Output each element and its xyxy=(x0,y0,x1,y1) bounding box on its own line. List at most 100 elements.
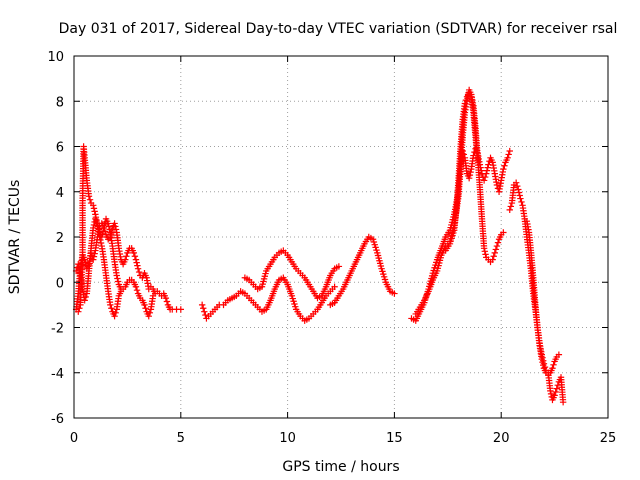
data-point-plus xyxy=(506,147,513,155)
y-tick-label: 4 xyxy=(56,186,64,201)
data-point-plus xyxy=(112,223,119,230)
data-point-plus xyxy=(540,357,547,364)
data-point-plus xyxy=(90,205,98,212)
data-point-plus xyxy=(97,239,105,247)
data-point-plus xyxy=(90,224,97,232)
data-point-plus xyxy=(146,309,154,316)
data-point-plus xyxy=(112,309,119,316)
data-point-plus xyxy=(201,308,208,315)
data-point-plus xyxy=(514,182,521,190)
data-point-plus xyxy=(540,360,548,367)
data-point-plus xyxy=(111,220,118,227)
data-point-plus xyxy=(202,311,209,319)
y-tick-label: 10 xyxy=(47,50,64,65)
data-point-plus xyxy=(494,239,502,246)
data-point-plus xyxy=(163,298,171,305)
data-point-plus xyxy=(95,226,103,233)
data-point-plus xyxy=(76,305,83,312)
data-point-plus xyxy=(117,285,125,293)
data-point-plus xyxy=(132,256,140,263)
y-tick-label: 8 xyxy=(56,95,64,110)
y-tick-label: 0 xyxy=(56,276,64,291)
data-point-plus xyxy=(474,156,481,164)
y-tick-label: -2 xyxy=(51,322,64,337)
data-point-plus xyxy=(133,286,141,294)
data-point-plus xyxy=(132,283,140,290)
y-tick-label: -4 xyxy=(51,367,64,382)
data-point-plus xyxy=(134,265,142,272)
data-point-plus xyxy=(145,312,152,320)
data-point-plus xyxy=(94,220,101,227)
data-point-plus xyxy=(107,301,114,309)
x-tick-label: 5 xyxy=(177,431,185,446)
data-point-plus xyxy=(98,233,105,241)
data-point-plus xyxy=(547,390,555,398)
data-point-plus xyxy=(177,306,184,313)
data-point-plus xyxy=(114,278,122,285)
data-point-plus xyxy=(95,223,102,230)
data-point-plus xyxy=(75,308,82,315)
data-point-plus xyxy=(112,226,120,233)
data-point-plus xyxy=(461,100,469,107)
x-axis-label: GPS time / hours xyxy=(282,459,399,475)
data-point-plus xyxy=(516,192,523,199)
x-tick-label: 15 xyxy=(386,431,403,446)
data-point-plus xyxy=(467,168,474,176)
data-point-plus xyxy=(85,193,93,200)
data-point-plus xyxy=(134,262,141,269)
data-point-plus xyxy=(123,253,130,260)
data-point-plus xyxy=(111,312,118,320)
data-point-plus xyxy=(484,164,491,171)
data-point-plus xyxy=(101,221,108,229)
data-point-plus xyxy=(198,301,206,309)
data-point-plus xyxy=(162,294,170,302)
data-point-plus xyxy=(555,351,563,358)
data-point-plus xyxy=(113,272,120,279)
data-point-plus xyxy=(517,195,524,202)
chart-title: Day 031 of 2017, Sidereal Day-to-day VTE… xyxy=(59,21,618,37)
data-point-plus xyxy=(507,203,515,210)
data-point-plus xyxy=(500,165,507,173)
data-point-plus xyxy=(90,202,97,209)
data-point-plus xyxy=(549,365,556,372)
data-point-plus xyxy=(506,206,513,214)
data-point-plus xyxy=(149,292,157,300)
data-point-plus xyxy=(489,256,496,263)
data-point-plus xyxy=(81,297,88,304)
data-point-plus xyxy=(331,283,338,290)
data-point-plus xyxy=(335,263,343,270)
data-point-plus xyxy=(86,196,94,203)
grid xyxy=(74,56,608,418)
data-point-plus xyxy=(515,189,523,196)
data-point-plus xyxy=(106,226,113,233)
data-point-plus xyxy=(483,167,491,174)
data-point-plus xyxy=(114,275,121,282)
data-point-plus xyxy=(100,224,108,232)
data-point-plus xyxy=(99,227,107,235)
data-point-plus xyxy=(541,363,549,371)
data-point-plus xyxy=(538,351,545,358)
data-point-plus xyxy=(501,162,508,169)
data-point-plus xyxy=(105,223,113,230)
data-point-plus xyxy=(122,256,129,263)
data-point-plus xyxy=(465,174,473,182)
data-point-plus xyxy=(504,154,511,162)
data-point-plus xyxy=(391,290,398,297)
data-point-plus xyxy=(133,259,140,266)
data-point-plus xyxy=(539,354,546,361)
data-point-plus xyxy=(82,293,89,301)
data-point-plus xyxy=(466,171,474,179)
data-point-plus xyxy=(550,361,557,369)
data-point-plus xyxy=(500,229,507,236)
data-point-plus xyxy=(90,221,98,229)
data-point-plus xyxy=(492,246,500,253)
data-point-plus xyxy=(480,245,488,252)
data-point-plus xyxy=(512,179,520,186)
data-point-plus xyxy=(131,253,139,260)
data-point-plus xyxy=(518,198,525,206)
data-markers xyxy=(72,86,567,406)
data-point-plus xyxy=(491,249,498,257)
data-point-plus xyxy=(553,385,560,392)
data-point-plus xyxy=(493,181,501,189)
